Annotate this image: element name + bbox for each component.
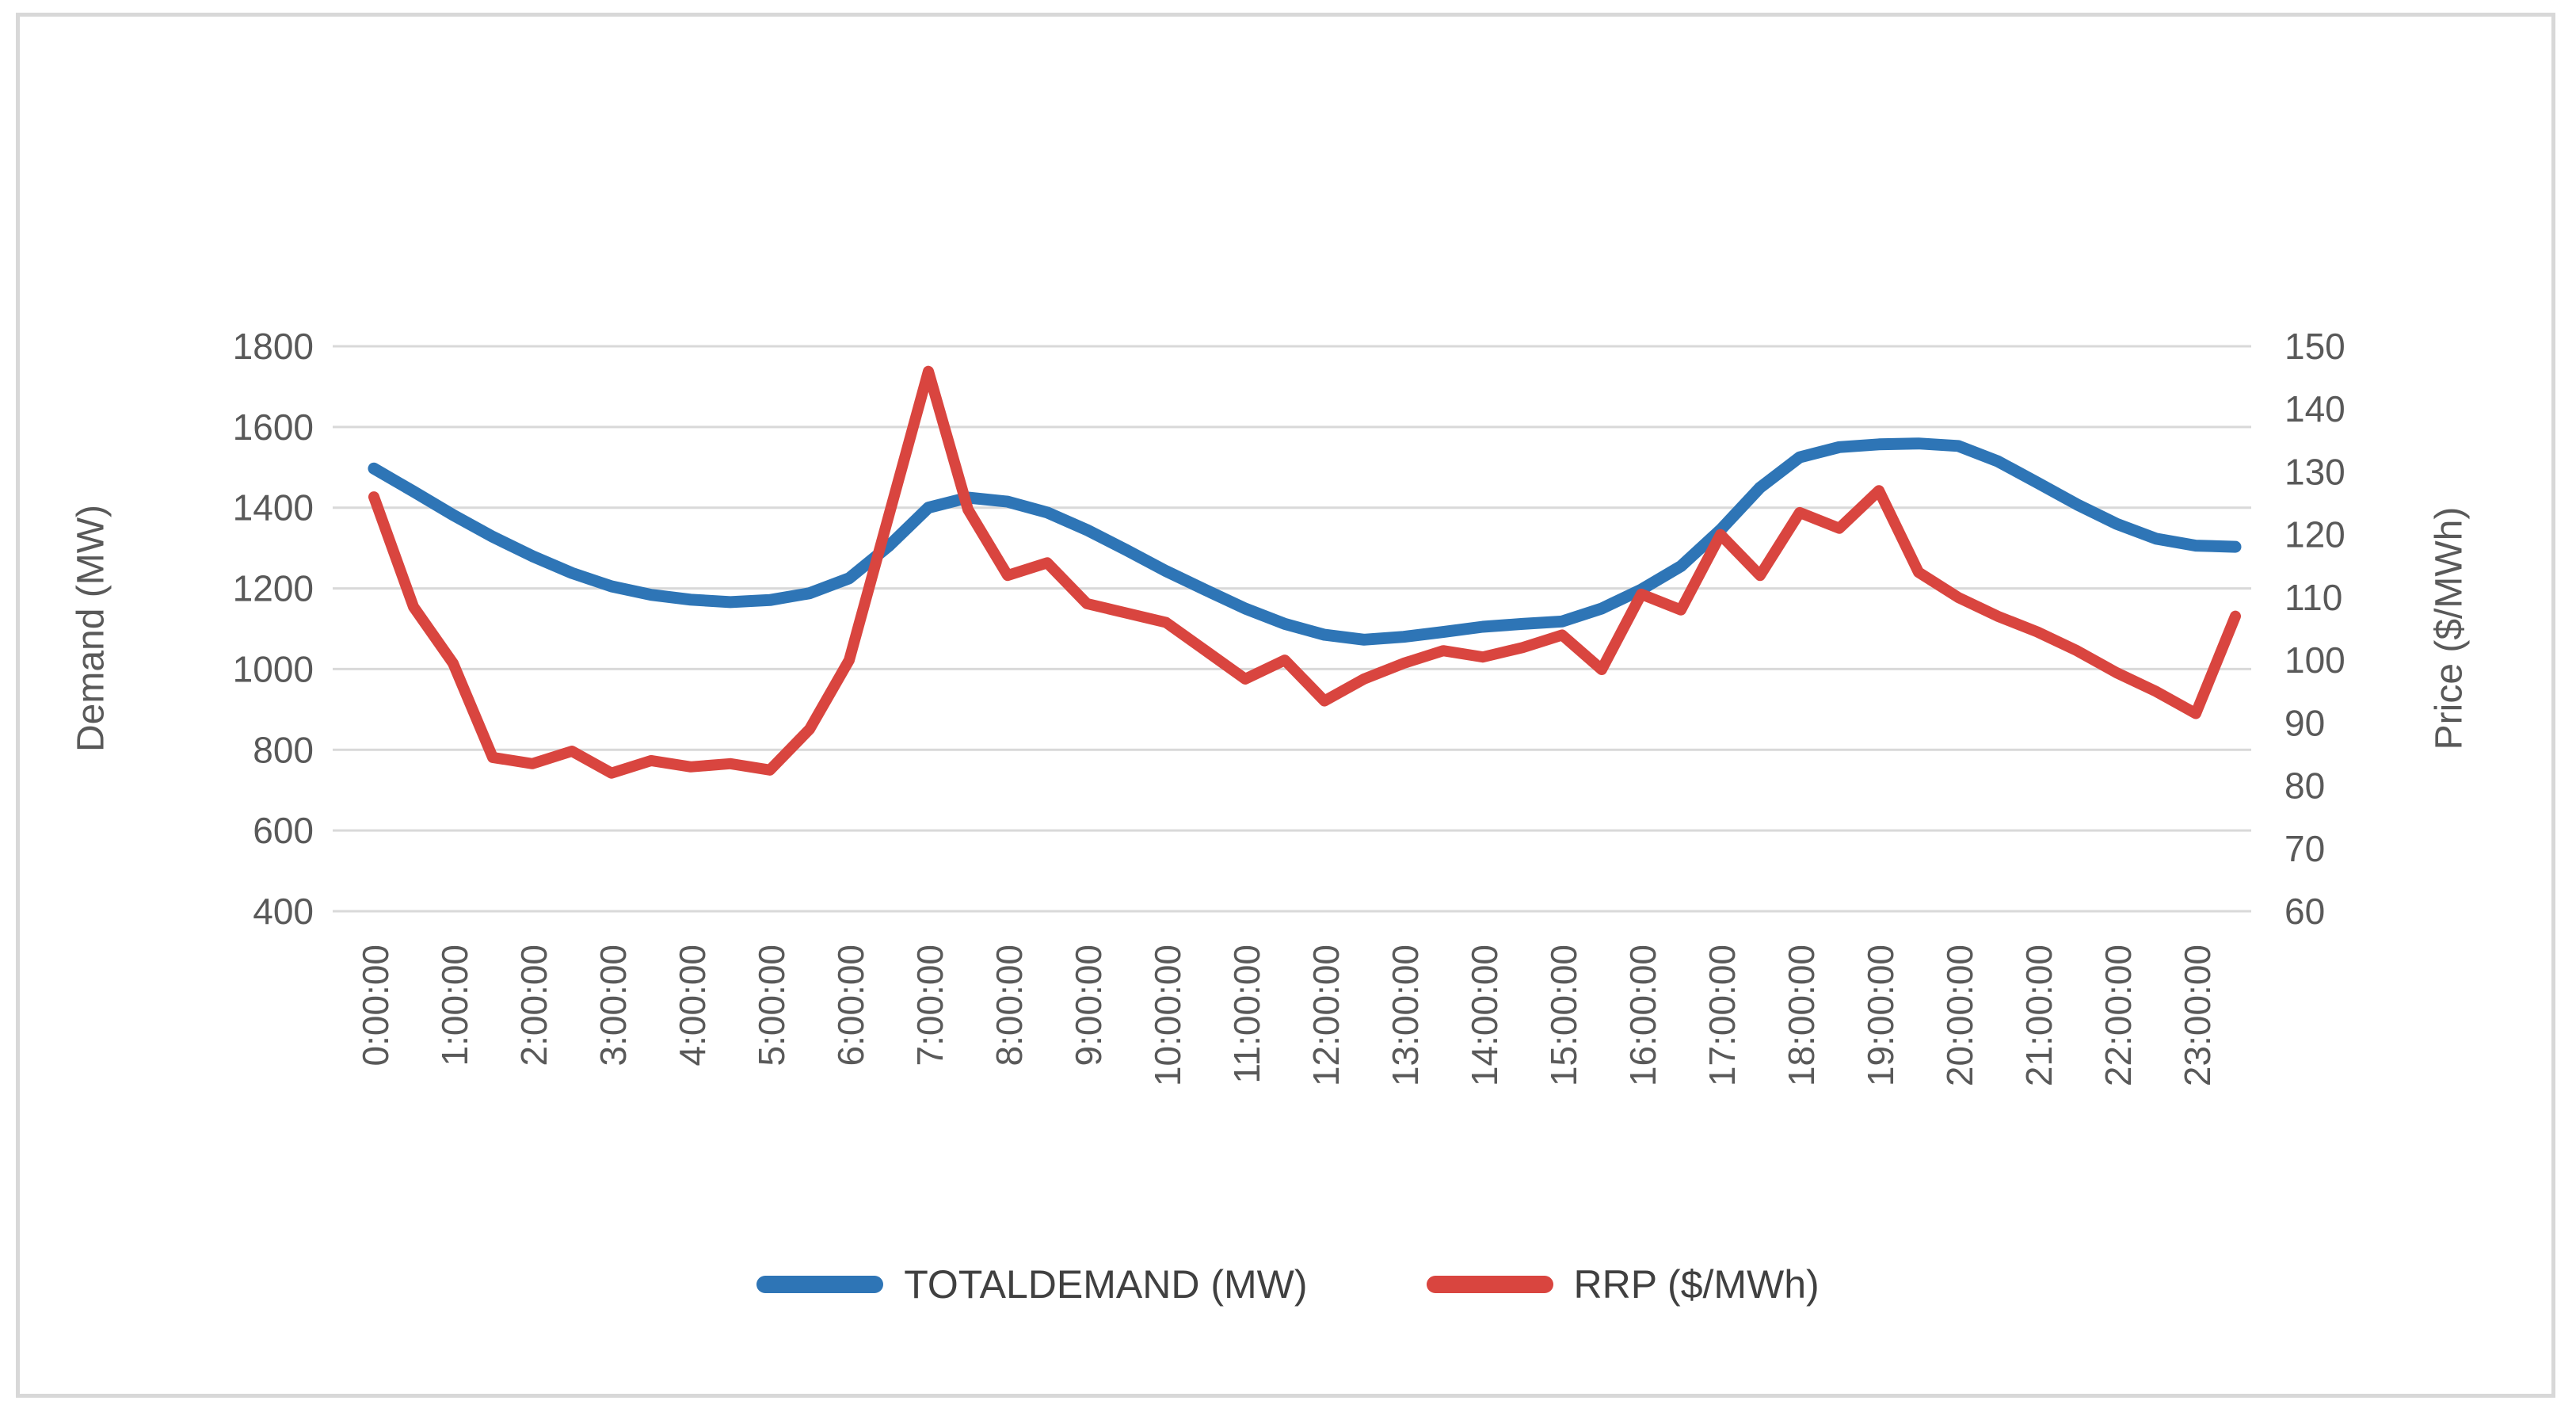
x-axis-tick-label: 12:00:00 <box>1305 945 1347 1086</box>
x-axis-tick-label: 14:00:00 <box>1464 945 1505 1086</box>
legend-swatch-rrp-line <box>1426 1276 1553 1293</box>
left-axis-tick-label: 1800 <box>233 326 314 367</box>
x-axis-tick-label: 18:00:00 <box>1781 945 1822 1086</box>
totaldemand-line <box>368 437 2242 646</box>
x-axis-tick-label: 7:00:00 <box>909 945 951 1066</box>
right-axis-tick-label: 100 <box>2284 639 2345 681</box>
x-axis-tick-label: 10:00:00 <box>1147 945 1188 1086</box>
right-axis-title: Price ($/MWh) <box>2428 506 2471 750</box>
left-axis-tick-label: 800 <box>253 729 314 770</box>
right-axis-tick-label: 60 <box>2284 891 2325 932</box>
x-axis-tick-label: 19:00:00 <box>1860 945 1901 1086</box>
x-axis-tick-label: 2:00:00 <box>513 945 554 1066</box>
right-axis-tick-label: 120 <box>2284 514 2345 555</box>
left-axis-tick-label: 1600 <box>233 406 314 448</box>
x-axis-tick-label: 23:00:00 <box>2177 945 2218 1086</box>
x-axis-tick-label: 13:00:00 <box>1385 945 1426 1086</box>
left-axis-tick-label: 1200 <box>233 568 314 609</box>
left-axis-tick-label: 600 <box>253 810 314 851</box>
right-axis-tick-label: 150 <box>2284 326 2345 367</box>
left-axis-tick-label: 400 <box>253 891 314 932</box>
x-axis-tick-label: 4:00:00 <box>672 945 713 1066</box>
legend-item-rrp: RRP ($/MWh) <box>1426 1261 1820 1307</box>
legend-label-totaldemand: TOTALDEMAND (MW) <box>904 1262 1308 1307</box>
x-axis-tick-label: 11:00:00 <box>1226 945 1267 1084</box>
x-axis-tick-label: 9:00:00 <box>1068 945 1109 1066</box>
x-axis-tick-label: 1:00:00 <box>434 945 475 1066</box>
right-axis-tick-label: 80 <box>2284 765 2325 807</box>
rrp-line <box>368 365 2241 779</box>
legend-swatch-demand-line <box>756 1276 884 1293</box>
right-axis-tick-label: 70 <box>2284 828 2325 869</box>
x-axis-tick-label: 5:00:00 <box>751 945 792 1066</box>
left-axis-title: Demand (MW) <box>70 504 112 753</box>
x-axis-tick-label: 21:00:00 <box>2018 945 2060 1086</box>
x-axis-tick-label: 15:00:00 <box>1543 945 1584 1086</box>
right-axis-tick-label: 130 <box>2284 451 2345 492</box>
x-axis-tick-label: 20:00:00 <box>1939 945 1980 1086</box>
x-axis-tick-label: 6:00:00 <box>830 945 871 1066</box>
left-axis-tick-label: 1000 <box>233 648 314 689</box>
x-axis-tick-label: 22:00:00 <box>2098 945 2139 1086</box>
x-axis-tick-label: 17:00:00 <box>1701 945 1743 1086</box>
legend: TOTALDEMAND (MW) RRP ($/MWh) <box>0 1261 2576 1307</box>
x-axis-tick-label: 3:00:00 <box>593 945 634 1066</box>
right-axis-tick-label: 110 <box>2284 577 2342 618</box>
chart-border-frame <box>16 13 2555 1398</box>
legend-label-rrp: RRP ($/MWh) <box>1573 1262 1820 1307</box>
legend-item-totaldemand: TOTALDEMAND (MW) <box>756 1261 1308 1307</box>
left-axis-tick-label: 1400 <box>233 487 314 529</box>
x-axis-tick-label: 8:00:00 <box>989 945 1030 1066</box>
right-axis-tick-label: 140 <box>2284 388 2345 429</box>
right-axis-tick-label: 90 <box>2284 702 2325 743</box>
x-axis-tick-label: 0:00:00 <box>355 945 396 1066</box>
x-axis-tick-label: 16:00:00 <box>1622 945 1663 1086</box>
